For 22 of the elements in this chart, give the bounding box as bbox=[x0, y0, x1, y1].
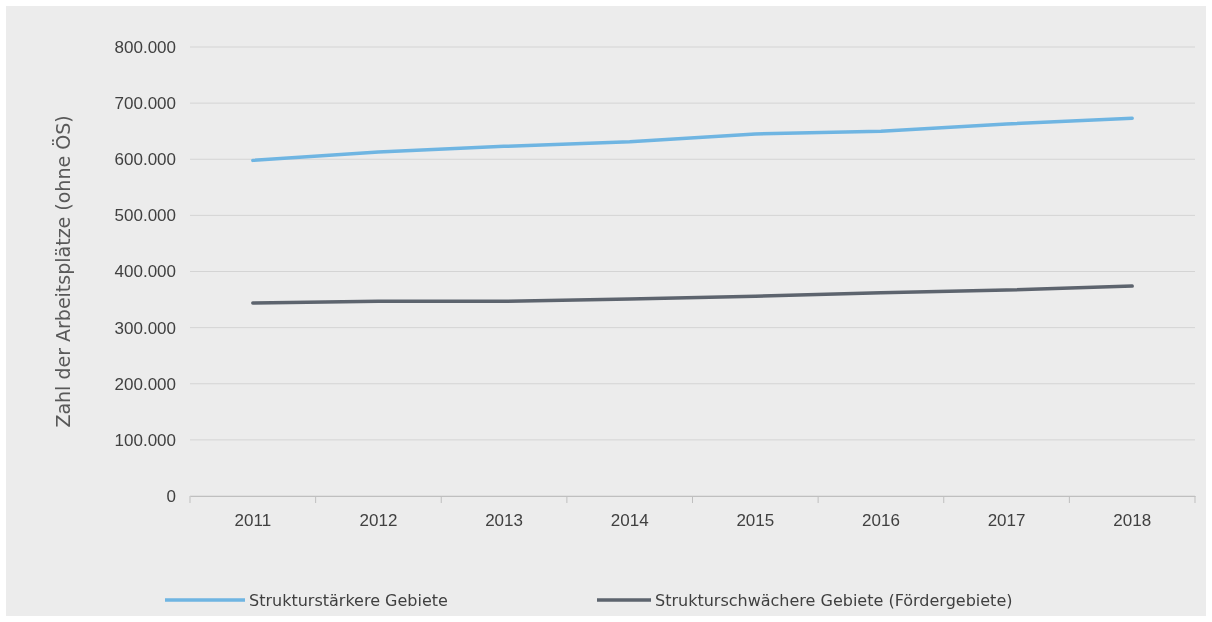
line-series bbox=[251, 116, 1134, 163]
x-tick-label: 2013 bbox=[485, 511, 523, 531]
y-axis-title: Zahl der Arbeitsplätze (ohne ÖS) bbox=[52, 115, 74, 428]
y-tick-label: 200.000 bbox=[114, 374, 176, 394]
line-series bbox=[251, 284, 1134, 305]
x-tick-label: 2015 bbox=[736, 511, 775, 531]
y-tick-label: 600.000 bbox=[114, 150, 176, 170]
x-tick-label: 2016 bbox=[862, 511, 900, 531]
x-tick-label: 2017 bbox=[987, 511, 1026, 531]
y-tick-label: 100.000 bbox=[114, 430, 176, 450]
y-tick-label: 500.000 bbox=[114, 206, 176, 226]
y-tick-label: 300.000 bbox=[114, 318, 176, 338]
y-tick-label: 700.000 bbox=[114, 94, 176, 114]
x-tick-label: 2011 bbox=[234, 511, 272, 531]
y-tick-label: 0 bbox=[166, 486, 176, 506]
y-tick-label: 400.000 bbox=[114, 262, 176, 282]
x-tick-label: 2012 bbox=[359, 511, 398, 531]
x-tick-label: 2014 bbox=[610, 511, 649, 531]
legend-label: Strukturschwächere Gebiete (Fördergebiete) bbox=[655, 591, 1013, 610]
x-tick-label: 2018 bbox=[1113, 511, 1152, 531]
legend-label: Strukturstärkere Gebiete bbox=[249, 591, 448, 610]
y-tick-label: 800.000 bbox=[114, 37, 176, 57]
